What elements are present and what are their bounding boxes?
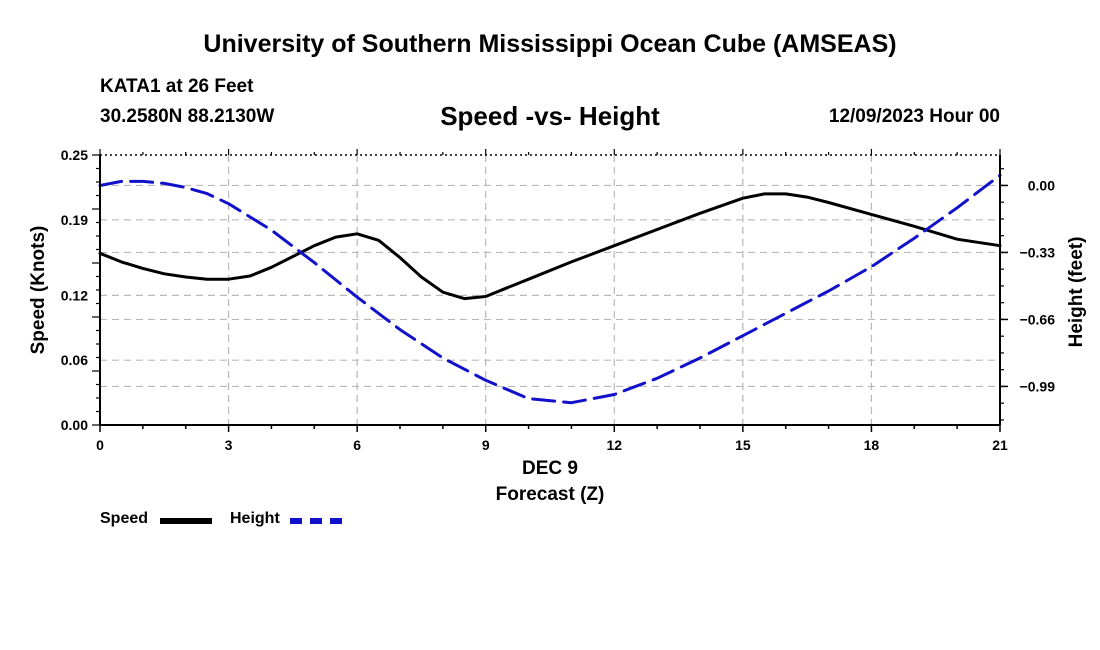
- coordinates-label: 30.2580N 88.2130W: [100, 106, 275, 127]
- chart-title: University of Southern Mississippi Ocean…: [203, 30, 897, 58]
- x-tick-label-12: 12: [606, 437, 622, 453]
- legend-speed-label: Speed: [100, 510, 149, 527]
- series-layer: [98, 173, 1002, 405]
- y-right-tick-label-2: −0.66: [1020, 311, 1056, 327]
- axes: [92, 149, 1008, 432]
- chart-subtitle: Speed -vs- Height: [440, 101, 660, 131]
- grid: [100, 155, 1000, 425]
- y-right-tick-label-1: −0.33: [1020, 244, 1056, 260]
- series-line-height: [98, 173, 1002, 405]
- date-label: 12/09/2023 Hour 00: [828, 106, 1000, 127]
- y-left-tick-label-3: 0.19: [61, 212, 88, 228]
- series-line-speed: [98, 192, 1002, 301]
- legend-height-label: Height: [230, 510, 280, 527]
- axis-labels: 0 3 6 9 12 15 18 21 0.00 0.06 0.12 0.19 0.25 0.00 −0.3…: [28, 147, 1087, 505]
- y-right-tick-label-0: 0.00: [1028, 177, 1055, 193]
- legend-height-swatch: [290, 518, 342, 524]
- x-tick-label-6: 6: [353, 437, 361, 453]
- y-left-axis-title: Speed (Knots): [28, 226, 49, 355]
- x-tick-label-3: 3: [225, 437, 233, 453]
- y-left-tick-label-1: 0.06: [61, 352, 88, 368]
- x-tick-label-0: 0: [96, 437, 104, 453]
- x-tick-label-15: 15: [735, 437, 751, 453]
- x-axis-date-label: DEC 9: [522, 458, 578, 479]
- y-left-tick-label-2: 0.12: [61, 287, 88, 303]
- y-right-tick-label-3: −0.99: [1020, 378, 1056, 394]
- x-tick-label-21: 21: [992, 437, 1008, 453]
- x-tick-label-18: 18: [864, 437, 880, 453]
- x-tick-label-9: 9: [482, 437, 490, 453]
- y-left-tick-label-0: 0.00: [61, 417, 88, 433]
- y-right-axis-title: Height (feet): [1066, 237, 1087, 348]
- station-label: KATA1 at 26 Feet: [100, 76, 254, 97]
- x-axis-title: Forecast (Z): [496, 484, 605, 505]
- y-left-tick-label-4: 0.25: [61, 147, 88, 163]
- legend-speed-swatch: [160, 518, 212, 524]
